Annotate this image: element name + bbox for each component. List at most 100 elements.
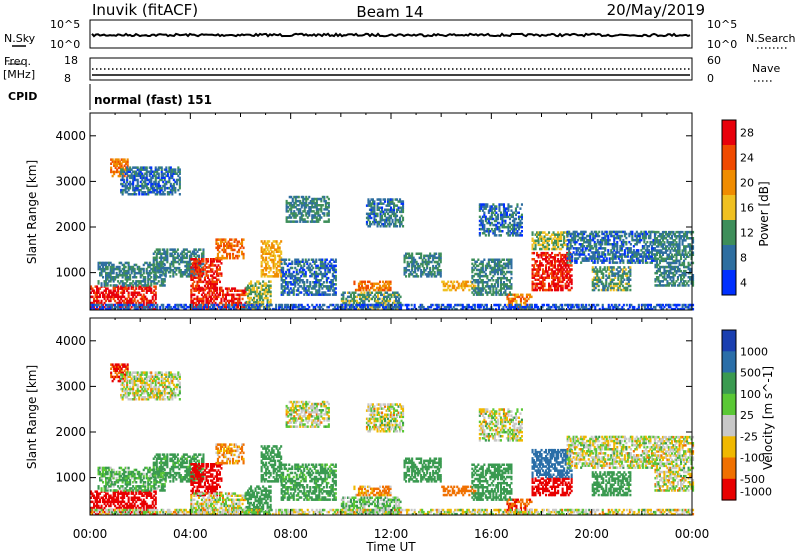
data-cell — [292, 281, 295, 284]
data-cell — [327, 266, 330, 270]
data-cell — [178, 168, 181, 171]
data-cell — [124, 285, 127, 288]
data-cell — [315, 197, 318, 201]
data-cell — [480, 289, 483, 292]
data-cell — [619, 236, 622, 240]
data-cell — [502, 219, 505, 223]
data-cell — [589, 255, 592, 258]
data-cell — [114, 295, 117, 299]
data-cell — [91, 295, 94, 299]
data-cell — [321, 204, 324, 207]
data-cell — [517, 223, 520, 227]
data-cell — [555, 233, 558, 236]
data-cell — [105, 278, 108, 281]
data-cell — [539, 233, 542, 236]
data-cell — [260, 254, 263, 258]
data-cell — [112, 291, 115, 294]
data-cell — [492, 293, 495, 296]
data-cell — [112, 271, 115, 275]
data-cell — [245, 286, 248, 289]
data-cell — [486, 205, 489, 208]
data-cell — [571, 236, 574, 240]
data-cell — [554, 282, 557, 286]
data-cell — [403, 258, 406, 262]
data-cell — [492, 203, 495, 206]
data-cell — [493, 230, 496, 233]
data-cell — [366, 307, 369, 311]
data-cell — [495, 279, 498, 282]
data-cell — [605, 257, 608, 260]
data-cell — [537, 274, 540, 277]
data-cell — [643, 245, 646, 248]
data-cell — [340, 297, 343, 301]
data-cell — [130, 182, 133, 186]
nave-tick-bottom: 0 — [707, 72, 714, 85]
data-cell — [313, 262, 316, 266]
data-cell — [577, 232, 580, 236]
data-cell — [315, 279, 318, 282]
data-cell — [132, 180, 135, 184]
data-cell — [154, 266, 157, 270]
data-cell — [492, 211, 495, 214]
data-cell — [123, 287, 126, 290]
data-cell — [561, 268, 564, 271]
data-cell — [106, 261, 109, 265]
data-cell — [208, 287, 211, 290]
data-cell — [324, 285, 327, 288]
data-cell — [113, 164, 116, 167]
data-cell — [315, 283, 318, 286]
data-cell — [233, 240, 236, 243]
data-cell — [123, 170, 126, 173]
data-cell — [399, 216, 402, 220]
data-cell — [175, 172, 178, 175]
data-cell — [209, 284, 212, 288]
data-cell — [157, 262, 160, 266]
data-cell — [136, 184, 139, 188]
data-cell — [545, 245, 548, 249]
data-cell — [303, 208, 306, 211]
data-cell — [309, 285, 312, 288]
data-cell — [205, 299, 208, 303]
data-cell — [294, 216, 297, 219]
data-cell — [297, 212, 300, 215]
data-cell — [205, 295, 208, 299]
data-cell — [387, 222, 390, 226]
data-region — [441, 280, 478, 292]
data-cell — [106, 276, 109, 279]
data-cell — [308, 206, 311, 209]
data-cell — [542, 284, 545, 288]
data-cell — [604, 249, 607, 252]
data-cell — [489, 207, 492, 210]
data-cell — [383, 295, 386, 299]
data-cell — [162, 180, 165, 184]
data-cell — [154, 184, 157, 188]
data-cell — [179, 252, 182, 255]
data-cell — [348, 295, 351, 299]
data-cell — [238, 297, 241, 301]
data-cell — [283, 281, 286, 284]
data-cell — [303, 287, 306, 290]
data-cell — [592, 234, 595, 238]
data-cell — [169, 269, 172, 272]
data-cell — [110, 166, 113, 170]
data-cell — [507, 262, 510, 266]
data-cell — [426, 260, 429, 264]
data-cell — [411, 258, 414, 262]
data-cell — [505, 270, 508, 274]
data-cell — [260, 300, 263, 304]
data-cell — [242, 256, 245, 260]
data-cell — [517, 234, 520, 237]
data-cell — [568, 251, 571, 254]
data-cell — [505, 287, 508, 290]
data-cell — [153, 276, 156, 279]
data-cell — [105, 299, 108, 303]
data-cell — [542, 272, 545, 275]
data-cell — [123, 282, 126, 285]
data-cell — [388, 214, 391, 218]
data-cell — [599, 240, 602, 244]
data-cell — [133, 191, 136, 194]
data-cell — [481, 285, 484, 288]
data-cell — [626, 255, 629, 258]
data-cell — [477, 274, 480, 278]
data-cell — [382, 225, 385, 228]
